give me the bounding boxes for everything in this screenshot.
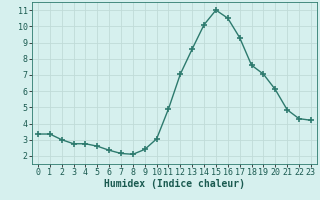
X-axis label: Humidex (Indice chaleur): Humidex (Indice chaleur) bbox=[104, 179, 245, 189]
